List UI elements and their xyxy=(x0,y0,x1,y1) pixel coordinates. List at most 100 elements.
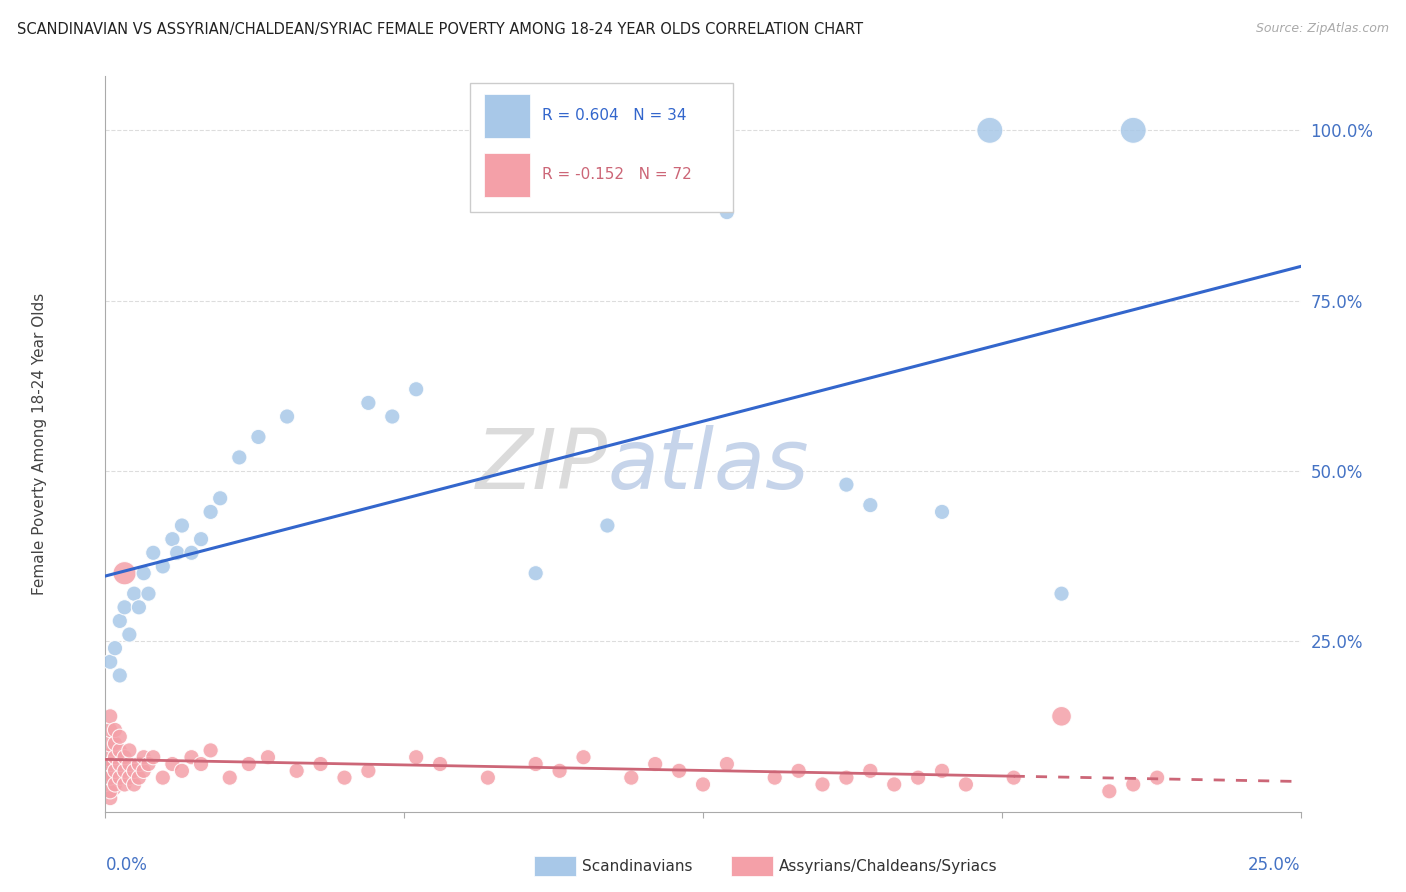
Point xyxy=(907,771,929,785)
Point xyxy=(238,757,260,772)
Point xyxy=(190,757,212,772)
Point xyxy=(548,764,571,778)
Point xyxy=(162,757,184,772)
Point xyxy=(104,641,127,656)
Text: R = -0.152   N = 72: R = -0.152 N = 72 xyxy=(541,167,692,182)
Point xyxy=(108,614,131,628)
Point xyxy=(644,757,666,772)
Point xyxy=(209,491,232,506)
Point xyxy=(114,750,136,764)
Point xyxy=(1122,777,1144,791)
Point xyxy=(132,764,155,778)
Point xyxy=(1098,784,1121,798)
Point xyxy=(247,430,270,444)
Text: 25.0%: 25.0% xyxy=(1249,856,1301,874)
Point xyxy=(716,205,738,219)
Text: R = 0.604   N = 34: R = 0.604 N = 34 xyxy=(541,108,686,123)
Point xyxy=(128,600,150,615)
Point xyxy=(122,587,145,601)
Text: Assyrians/Chaldeans/Syriacs: Assyrians/Chaldeans/Syriacs xyxy=(779,859,997,873)
Point xyxy=(98,791,121,805)
Text: Female Poverty Among 18-24 Year Olds: Female Poverty Among 18-24 Year Olds xyxy=(32,293,48,595)
Point xyxy=(180,546,202,560)
Point xyxy=(98,750,121,764)
Point xyxy=(98,777,121,791)
Point xyxy=(333,771,356,785)
Point xyxy=(190,532,212,546)
Point xyxy=(104,777,127,791)
Point xyxy=(309,757,332,772)
Point xyxy=(1050,709,1073,723)
Text: SCANDINAVIAN VS ASSYRIAN/CHALDEAN/SYRIAC FEMALE POVERTY AMONG 18-24 YEAR OLDS CO: SCANDINAVIAN VS ASSYRIAN/CHALDEAN/SYRIAC… xyxy=(17,22,863,37)
Point xyxy=(114,764,136,778)
Point xyxy=(114,566,136,581)
Point xyxy=(620,771,643,785)
Point xyxy=(276,409,298,424)
Point xyxy=(716,757,738,772)
Point xyxy=(152,559,174,574)
Point xyxy=(1122,123,1144,137)
Point xyxy=(668,764,690,778)
Point xyxy=(955,777,977,791)
Point xyxy=(1002,771,1025,785)
Point xyxy=(98,771,121,785)
Point xyxy=(524,757,547,772)
Point xyxy=(1050,587,1073,601)
Bar xyxy=(484,95,530,138)
Point xyxy=(98,737,121,751)
Point xyxy=(859,764,882,778)
Point xyxy=(218,771,240,785)
Point xyxy=(477,771,499,785)
Point xyxy=(1146,771,1168,785)
Point xyxy=(122,764,145,778)
Point xyxy=(98,764,121,778)
Point xyxy=(114,600,136,615)
Point xyxy=(118,743,141,757)
Point xyxy=(524,566,547,581)
Point xyxy=(118,757,141,772)
Point xyxy=(138,587,160,601)
Point xyxy=(98,655,121,669)
Point xyxy=(162,532,184,546)
Point xyxy=(859,498,882,512)
Point xyxy=(228,450,250,465)
Point xyxy=(128,771,150,785)
Point xyxy=(257,750,280,764)
Point xyxy=(200,505,222,519)
Point xyxy=(104,723,127,737)
Point xyxy=(108,771,131,785)
Point xyxy=(108,668,131,682)
Point xyxy=(118,627,141,641)
Point xyxy=(429,757,451,772)
Point xyxy=(132,750,155,764)
Point xyxy=(166,546,188,560)
Point xyxy=(835,771,858,785)
Point xyxy=(132,566,155,581)
Point xyxy=(104,750,127,764)
Point xyxy=(170,518,193,533)
Point xyxy=(811,777,834,791)
Point xyxy=(98,757,121,772)
Point xyxy=(787,764,810,778)
Text: Source: ZipAtlas.com: Source: ZipAtlas.com xyxy=(1256,22,1389,36)
Text: ZIP: ZIP xyxy=(475,425,607,507)
Point xyxy=(108,743,131,757)
Text: 0.0%: 0.0% xyxy=(105,856,148,874)
Point xyxy=(152,771,174,785)
Point xyxy=(142,750,165,764)
Point xyxy=(931,764,953,778)
Text: atlas: atlas xyxy=(607,425,808,507)
Point xyxy=(835,477,858,491)
Point xyxy=(285,764,308,778)
Point xyxy=(118,771,141,785)
Point xyxy=(405,382,427,396)
Point xyxy=(572,750,595,764)
Point xyxy=(104,737,127,751)
Point xyxy=(142,546,165,560)
Point xyxy=(405,750,427,764)
Point xyxy=(138,757,160,772)
Point xyxy=(763,771,786,785)
Point xyxy=(931,505,953,519)
Point xyxy=(98,784,121,798)
Point xyxy=(596,518,619,533)
